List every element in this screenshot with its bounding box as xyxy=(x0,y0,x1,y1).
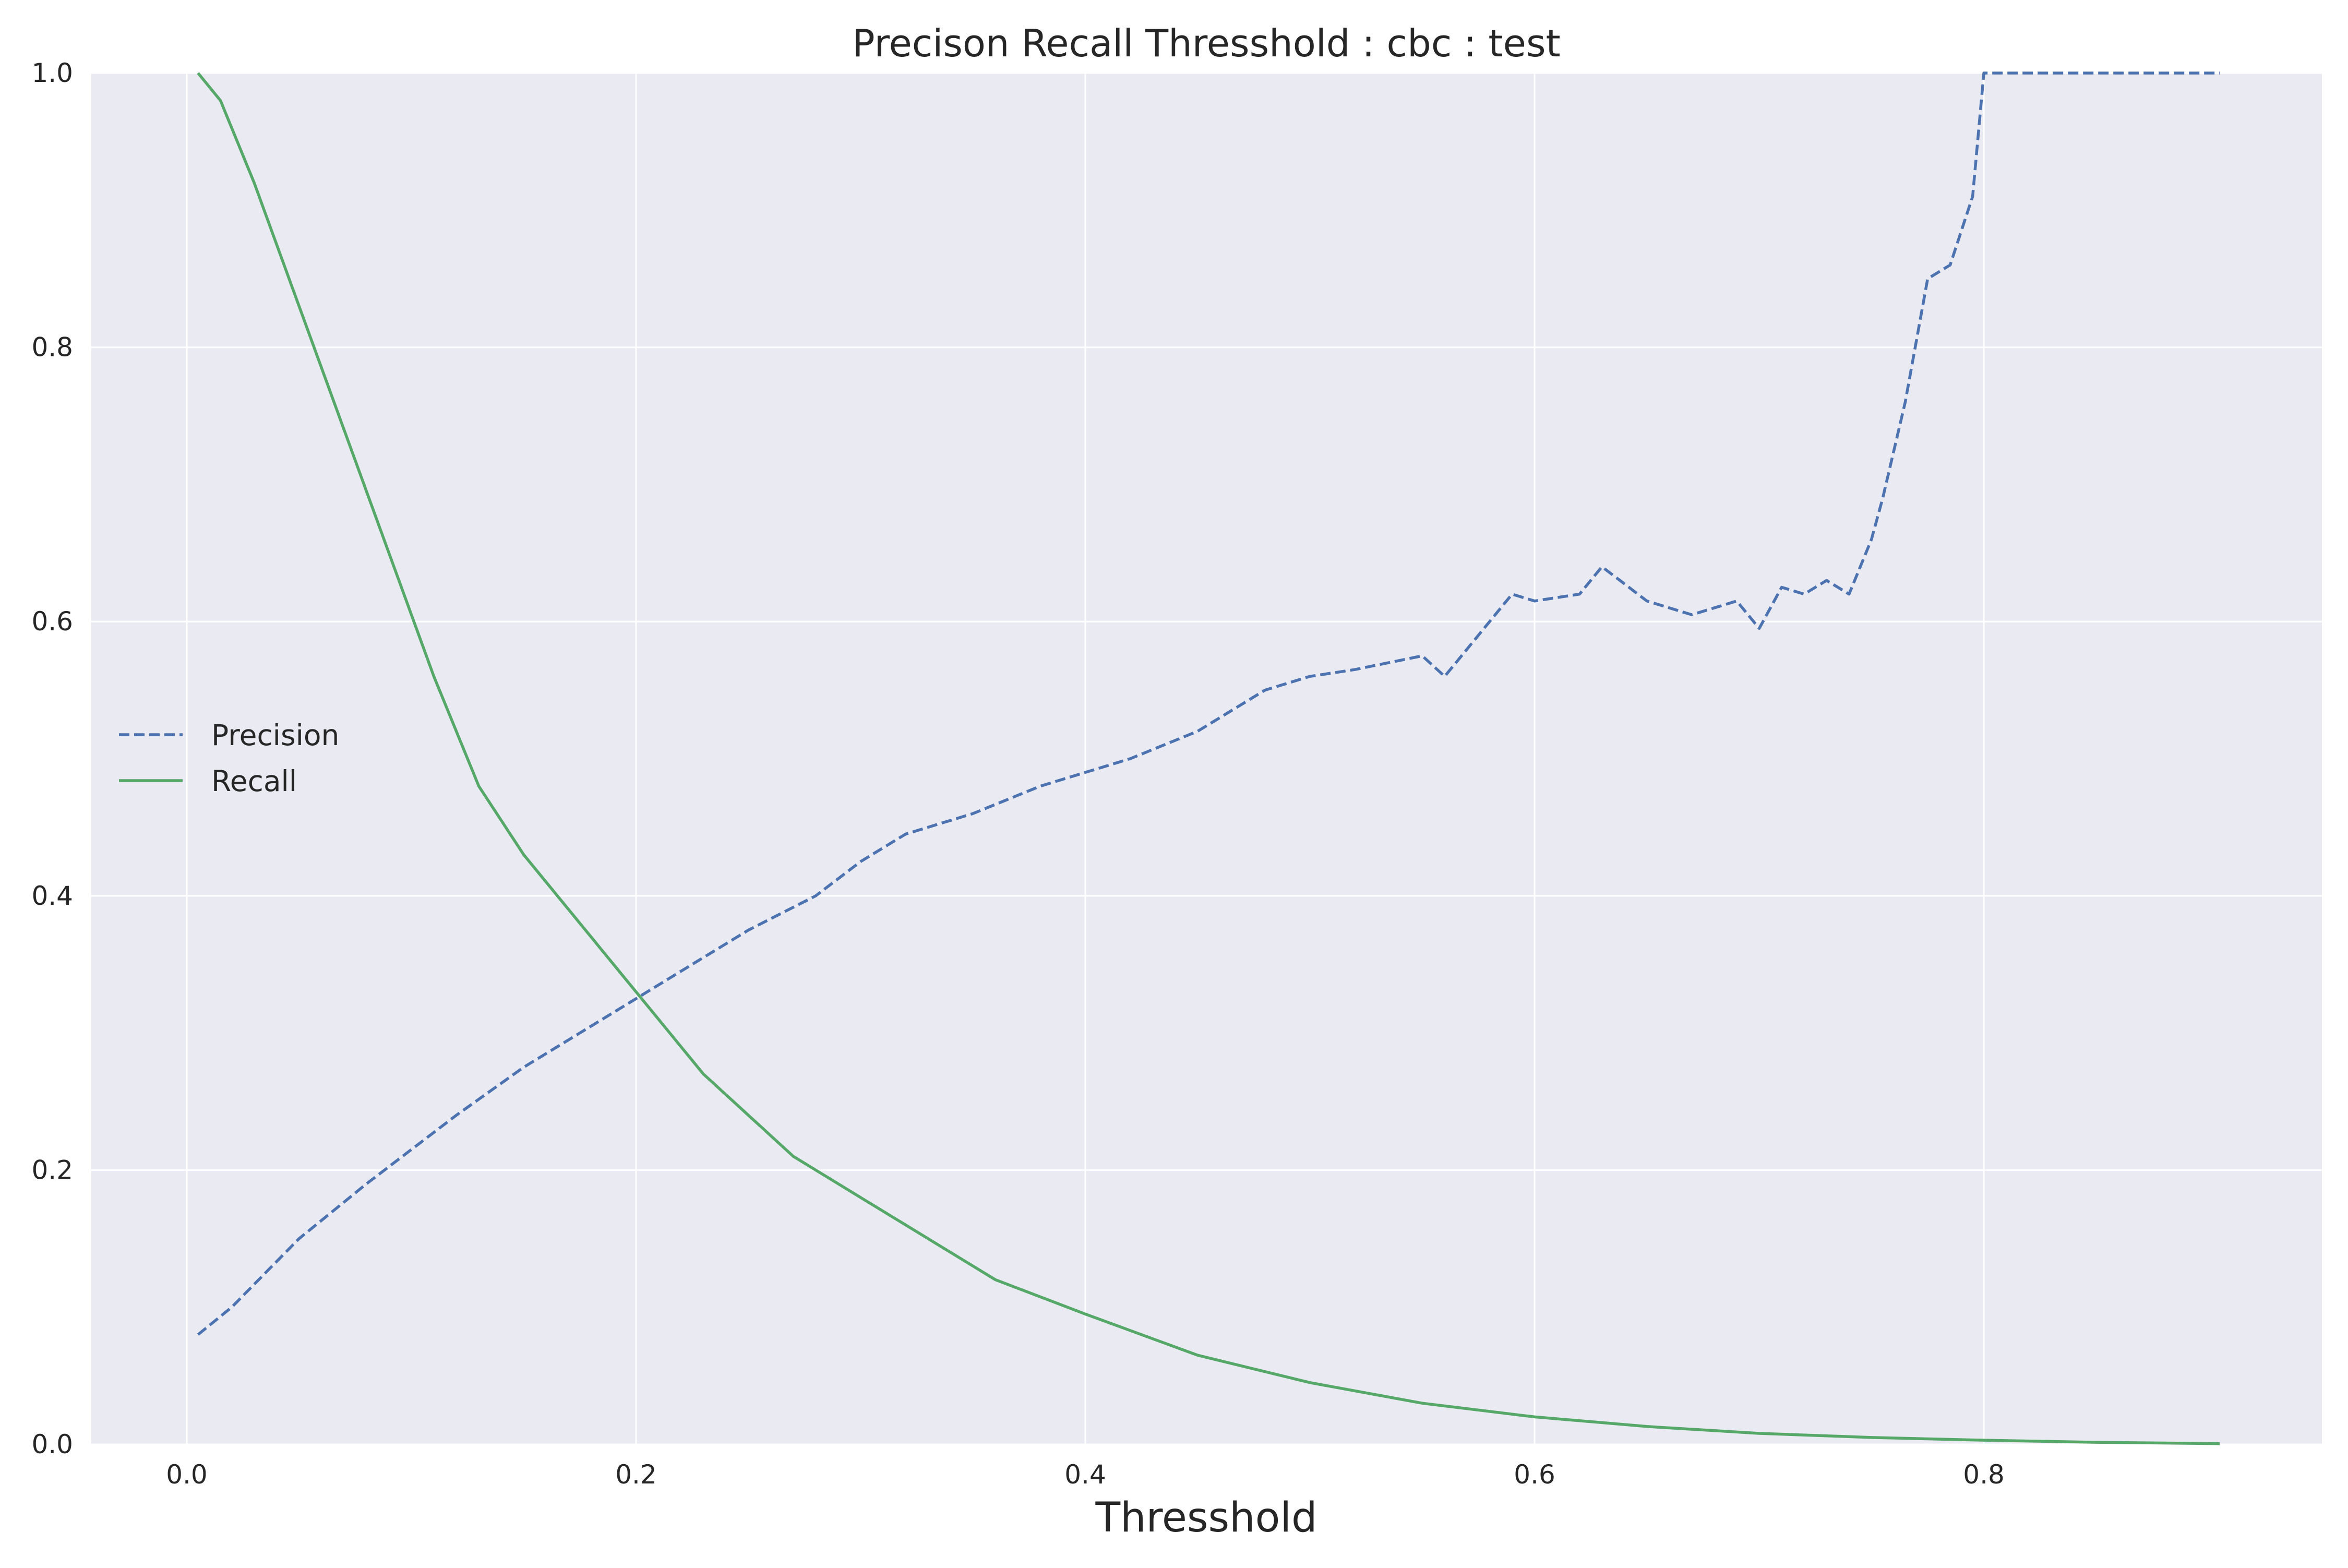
x-tick-label: 0.6 xyxy=(1514,1459,1555,1490)
y-tick-label: 0.8 xyxy=(31,332,73,363)
y-tick-label: 0.4 xyxy=(31,881,73,911)
y-tick-label: 1.0 xyxy=(31,58,73,88)
series-lines xyxy=(197,71,2220,1445)
tick-labels: 0.0 0.2 0.4 0.6 0.8 0.0 0.2 0.4 0.6 0.8 1.0 xyxy=(31,58,2004,1490)
precision-legend-label: Precision xyxy=(211,719,339,752)
x-axis-label: Thresshold xyxy=(1095,1494,1317,1541)
x-tick-label: 0.2 xyxy=(615,1459,657,1490)
grid xyxy=(91,72,2322,1445)
x-tick-label: 0.4 xyxy=(1064,1459,1106,1490)
x-tick-label: 0.0 xyxy=(166,1459,208,1490)
chart-title: Precison Recall Thresshold : cbc : test xyxy=(852,21,1560,65)
y-tick-label: 0.6 xyxy=(31,606,73,637)
recall-legend-label: Recall xyxy=(211,764,297,798)
y-tick-label: 0.2 xyxy=(31,1155,73,1185)
plot-background xyxy=(91,73,2322,1444)
y-tick-label: 0.0 xyxy=(31,1429,73,1459)
x-tick-label: 0.8 xyxy=(1963,1459,2005,1490)
legend: Precision Recall xyxy=(119,719,339,798)
precision-line xyxy=(197,71,2220,1336)
recall-line xyxy=(197,72,2220,1445)
